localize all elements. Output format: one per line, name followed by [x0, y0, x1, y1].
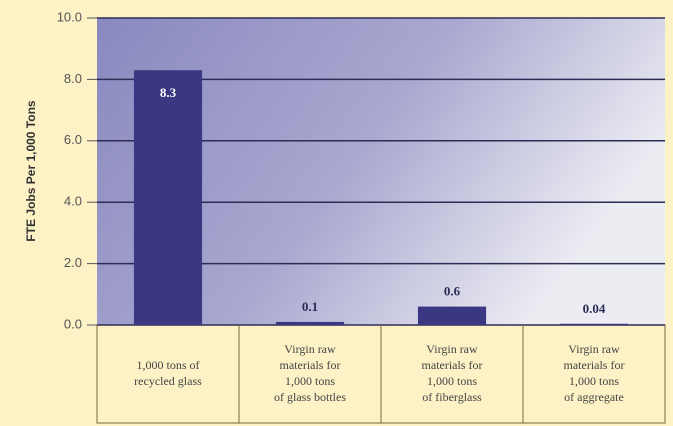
- bar: [559, 323, 629, 325]
- bar: [275, 321, 345, 325]
- x-tick-label-line: Virgin raw: [284, 342, 336, 356]
- y-tick-label: 10.0: [57, 9, 82, 24]
- x-tick-label-line: materials for: [422, 358, 483, 372]
- x-tick-label: Virgin raw materials for 1,000 tons of fibe…: [422, 342, 483, 404]
- x-tick-label-line: 1,000 tons: [569, 374, 619, 388]
- x-tick-label-line: 1,000 tons of: [137, 358, 200, 372]
- bar: [133, 70, 203, 325]
- y-tick-label: 2.0: [64, 255, 82, 270]
- x-tick-label: Virgin raw materials for 1,000 tons of aggr…: [564, 342, 625, 404]
- value-label: 8.3: [160, 85, 177, 100]
- y-tick-label: 0.0: [64, 316, 82, 331]
- x-tick-label-line: 1,000 tons: [427, 374, 477, 388]
- x-tick-label-line: 1,000 tons: [285, 374, 335, 388]
- x-tick-label-line: of fiberglass: [422, 390, 482, 404]
- y-axis-label: FTE Jobs Per 1,000 Tons: [24, 100, 38, 241]
- y-tick-label: 4.0: [64, 194, 82, 209]
- y-tick-label: 8.0: [64, 71, 82, 86]
- x-tick-label-line: Virgin raw: [426, 342, 478, 356]
- bar: [417, 306, 487, 325]
- y-tick-label: 6.0: [64, 132, 82, 147]
- value-label: 0.1: [302, 299, 318, 314]
- x-tick-label-line: materials for: [280, 358, 341, 372]
- x-tick-label: Virgin raw materials for 1,000 tons of glas…: [274, 342, 346, 404]
- value-label: 0.04: [583, 301, 606, 316]
- x-tick-label-line: of aggregate: [564, 390, 624, 404]
- x-tick-label-line: recycled glass: [134, 374, 202, 388]
- value-label: 0.6: [444, 284, 461, 299]
- x-tick-label-line: materials for: [564, 358, 625, 372]
- x-tick-label-line: of glass bottles: [274, 390, 346, 404]
- x-tick-label: 1,000 tons of recycled glass: [134, 358, 202, 388]
- x-tick-label-line: Virgin raw: [568, 342, 620, 356]
